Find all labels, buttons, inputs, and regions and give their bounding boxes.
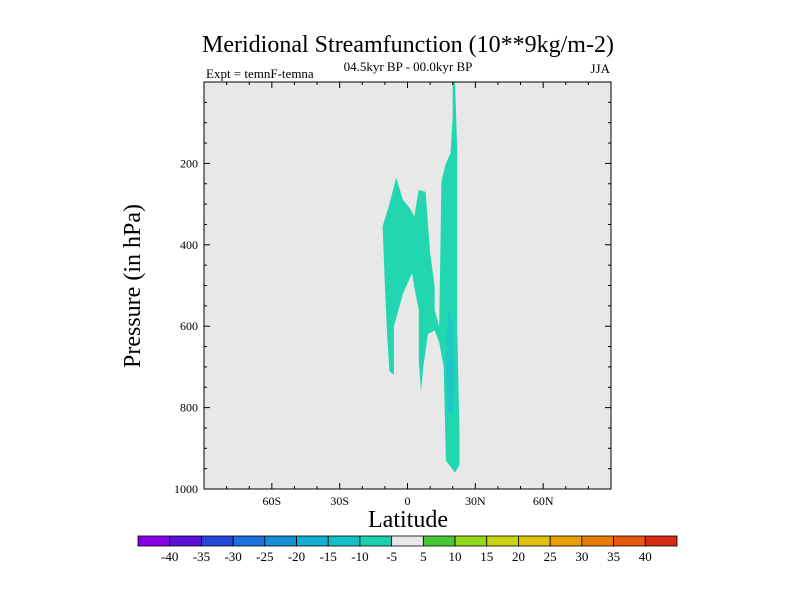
colorbar-label: -25 [256, 549, 273, 564]
colorbar-box [264, 535, 297, 547]
colorbar-box [518, 535, 551, 547]
colorbar-label: 25 [544, 549, 557, 564]
colorbar-box [486, 535, 519, 547]
colorbar-label: 30 [575, 549, 588, 564]
colorbar-box [391, 535, 424, 547]
y-tick-label: 600 [180, 319, 198, 333]
colorbar-label: -15 [320, 549, 337, 564]
left-label: Expt = temnF-temna [206, 66, 314, 81]
colorbar-label: 5 [420, 549, 427, 564]
colorbar-label: -20 [288, 549, 305, 564]
colorbar-label: 20 [512, 549, 525, 564]
colorbar-label: 35 [607, 549, 620, 564]
y-tick-label: 400 [180, 238, 198, 252]
y-tick-label: 200 [180, 156, 198, 170]
contour-region-1 [445, 309, 455, 416]
colorbar-box [296, 535, 329, 547]
colorbar-box [581, 535, 614, 547]
colorbar-box [549, 535, 583, 547]
colorbar-label: -35 [193, 549, 210, 564]
y-tick-label: 1000 [174, 482, 198, 496]
y-tick-label: 800 [180, 401, 198, 415]
x-tick-label: 60N [533, 494, 554, 508]
colorbar-box [232, 535, 266, 547]
chart-title: Meridional Streamfunction (10**9kg/m-2) [202, 32, 614, 58]
colorbar-label: -10 [351, 549, 368, 564]
colorbar: -40 -35 -30 -25 -20 -15 -10 -5 5 10 15 20 25 30 35 40 [137, 535, 678, 564]
contour-region-0 [382, 82, 460, 473]
colorbar-box [137, 535, 171, 547]
chart-subtitle: 04.5kyr BP - 00.0kyr BP [344, 59, 473, 74]
x-tick-label: 60S [262, 494, 281, 508]
colorbar-box [454, 535, 488, 547]
colorbar-box [327, 535, 361, 547]
colorbar-label: -5 [386, 549, 397, 564]
colorbar-box [644, 535, 678, 547]
colorbar-label: -40 [161, 549, 178, 564]
colorbar-label: 15 [480, 549, 493, 564]
x-tick-label: 0 [405, 494, 411, 508]
colorbar-box [359, 535, 393, 547]
x-axis-label: Latitude [368, 507, 448, 533]
colorbar-label: 10 [449, 549, 462, 564]
colorbar-box [201, 535, 234, 547]
plot-layer: 200 400 600 800 1000 60S 30S 0 30N 60N [174, 81, 612, 508]
x-tick-label: 30N [465, 494, 486, 508]
colorbar-box [422, 535, 456, 547]
right-label: JJA [590, 61, 610, 76]
plot-area [204, 82, 611, 489]
colorbar-label: 40 [639, 549, 652, 564]
x-tick-label: 30S [330, 494, 349, 508]
colorbar-label: -30 [224, 549, 241, 564]
y-axis-label: Pressure (in hPa) [120, 204, 146, 368]
colorbar-box [169, 535, 202, 547]
colorbar-box [613, 535, 646, 547]
